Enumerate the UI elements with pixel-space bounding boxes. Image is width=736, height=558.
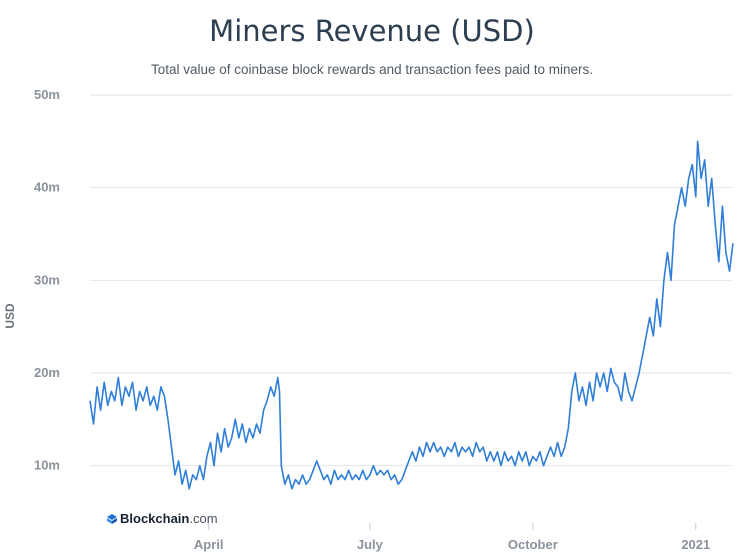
y-tick-label: 40m bbox=[34, 180, 60, 195]
x-tick-label: July bbox=[357, 537, 384, 552]
y-axis-label: USD bbox=[3, 303, 17, 329]
brand-suffix: .com bbox=[189, 511, 218, 526]
series-line bbox=[89, 140, 734, 490]
chart-title: Miners Revenue (USD) bbox=[209, 14, 535, 48]
y-axis-ticks: 10m 20m 30m 40m 50m bbox=[34, 87, 60, 473]
y-tick-label: 10m bbox=[34, 458, 60, 473]
brand-name: Blockchain bbox=[120, 511, 190, 526]
gridlines bbox=[90, 94, 733, 467]
y-tick-label: 50m bbox=[34, 87, 60, 102]
x-tick-label: April bbox=[194, 537, 224, 552]
x-tick-label: October bbox=[508, 537, 558, 552]
blockchain-watermark: Blockchain.com bbox=[107, 511, 218, 526]
x-axis-ticks: April July October 2021 bbox=[194, 523, 710, 552]
chart-subtitle: Total value of coinbase block rewards an… bbox=[151, 62, 593, 77]
y-tick-label: 20m bbox=[34, 365, 60, 380]
y-tick-label: 30m bbox=[34, 272, 60, 287]
x-tick-label: 2021 bbox=[681, 537, 710, 552]
blockchain-logo-icon bbox=[107, 514, 117, 524]
